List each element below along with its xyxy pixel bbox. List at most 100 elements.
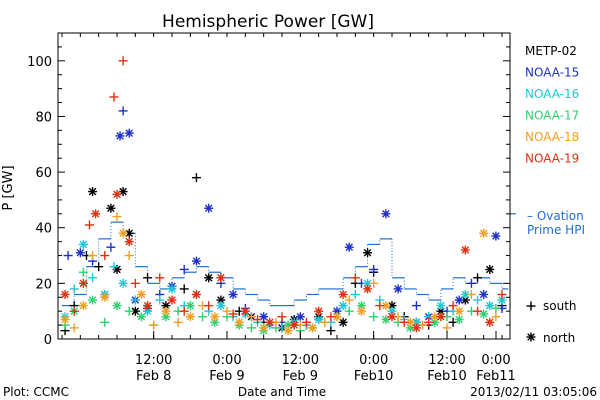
data-point-south xyxy=(473,273,483,283)
x-tick-label-time: 12:00 xyxy=(135,353,172,368)
north-marker-stroke xyxy=(162,307,170,315)
data-point-south xyxy=(191,173,201,183)
north-marker-stroke xyxy=(91,210,100,218)
data-point-south xyxy=(369,278,379,288)
data-point-north xyxy=(136,312,146,322)
data-point-north xyxy=(308,323,318,333)
north-marker-stroke xyxy=(345,243,354,251)
data-point-south xyxy=(246,323,256,333)
data-point-north xyxy=(240,306,250,316)
north-marker-stroke xyxy=(143,301,152,310)
data-point-north xyxy=(283,326,293,336)
north-marker-stroke xyxy=(61,290,69,299)
north-marker-stroke xyxy=(485,318,494,327)
data-point-north xyxy=(491,231,501,241)
legend: METP-02 NOAA-15 NOAA-16 NOAA-17 NOAA-18 NOAA-… xyxy=(525,44,585,345)
data-point-south xyxy=(118,56,128,66)
north-marker-stroke xyxy=(192,257,201,265)
data-point-north xyxy=(88,187,98,197)
data-point-north xyxy=(454,306,464,316)
data-point-north xyxy=(204,273,214,283)
data-point-south xyxy=(100,251,110,261)
north-marker-stroke xyxy=(217,301,225,310)
x-tick-label-date: Feb 8 xyxy=(136,369,171,384)
data-point-south xyxy=(301,317,311,327)
data-point-south xyxy=(155,273,165,283)
data-point-south xyxy=(375,301,385,311)
north-marker-stroke xyxy=(192,290,201,299)
data-point-north xyxy=(115,131,125,141)
data-point-north xyxy=(75,248,85,258)
data-point-south xyxy=(63,251,73,261)
north-marker-stroke xyxy=(204,274,213,282)
north-marker-stroke xyxy=(333,312,341,321)
data-point-north xyxy=(454,295,464,305)
north-marker-stroke xyxy=(168,285,176,293)
data-point-south xyxy=(179,306,189,316)
north-marker-stroke xyxy=(339,318,347,327)
data-point-north xyxy=(234,317,244,327)
north-marker-stroke xyxy=(113,301,121,310)
ovation-series xyxy=(62,213,516,307)
north-marker-stroke xyxy=(186,301,195,310)
legend-ovation-line2: Prime HPI xyxy=(527,223,585,237)
north-marker-stroke xyxy=(382,210,390,218)
data-point-south xyxy=(326,312,336,322)
data-point-north xyxy=(112,301,122,311)
data-point-north xyxy=(124,237,134,247)
north-marker-stroke xyxy=(412,318,421,327)
data-point-north xyxy=(185,301,195,311)
footer-timestamp: 2013/02/11 03:05:06 xyxy=(470,385,597,399)
data-point-south xyxy=(118,106,128,116)
data-point-south xyxy=(246,312,256,322)
north-marker-stroke xyxy=(437,301,445,310)
data-point-south xyxy=(109,92,119,102)
data-point-north xyxy=(289,320,299,330)
north-marker-stroke xyxy=(339,301,347,310)
north-marker-stroke xyxy=(394,285,402,293)
data-point-north xyxy=(167,295,177,305)
north-marker-stroke xyxy=(210,312,219,321)
data-point-north xyxy=(100,292,110,302)
north-marker-stroke xyxy=(479,310,488,318)
north-marker-stroke xyxy=(131,307,140,315)
north-marker-stroke xyxy=(229,290,237,299)
y-tick-label: 20 xyxy=(35,277,52,292)
data-point-south xyxy=(173,317,183,327)
data-point-south xyxy=(228,309,238,319)
data-point-north xyxy=(411,323,421,333)
data-point-north xyxy=(216,301,226,311)
data-point-north xyxy=(485,301,495,311)
north-marker-stroke xyxy=(259,324,268,332)
data-point-south xyxy=(491,303,501,313)
legend-noaa-17: NOAA-17 xyxy=(525,109,579,123)
series-noaa-17 xyxy=(60,267,501,336)
data-point-north xyxy=(191,289,201,299)
data-point-south xyxy=(369,264,379,274)
north-marker-stroke xyxy=(284,326,292,335)
y-tick-label: 60 xyxy=(35,166,52,181)
north-marker-stroke xyxy=(479,290,488,299)
north-marker-stroke xyxy=(265,318,274,327)
data-point-south xyxy=(448,301,458,311)
north-marker-stroke xyxy=(363,279,372,288)
north-marker-stroke xyxy=(455,315,464,324)
y-tick-label: 40 xyxy=(35,222,52,237)
north-marker-stroke xyxy=(125,129,134,137)
data-point-south xyxy=(204,301,214,311)
legend-noaa-19: NOAA-19 xyxy=(525,152,579,166)
north-marker-stroke xyxy=(119,229,127,238)
north-marker-stroke xyxy=(527,333,535,341)
data-point-south xyxy=(350,289,360,299)
data-point-north xyxy=(204,203,214,213)
data-point-south xyxy=(320,317,330,327)
y-axis-label: P [GW] xyxy=(1,165,16,210)
data-point-south xyxy=(130,278,140,288)
north-marker-stroke xyxy=(79,240,88,249)
data-point-north xyxy=(338,301,348,311)
north-marker-stroke xyxy=(143,307,152,315)
north-marker-stroke xyxy=(113,190,121,199)
data-point-south xyxy=(399,317,409,327)
data-point-north xyxy=(118,228,128,238)
